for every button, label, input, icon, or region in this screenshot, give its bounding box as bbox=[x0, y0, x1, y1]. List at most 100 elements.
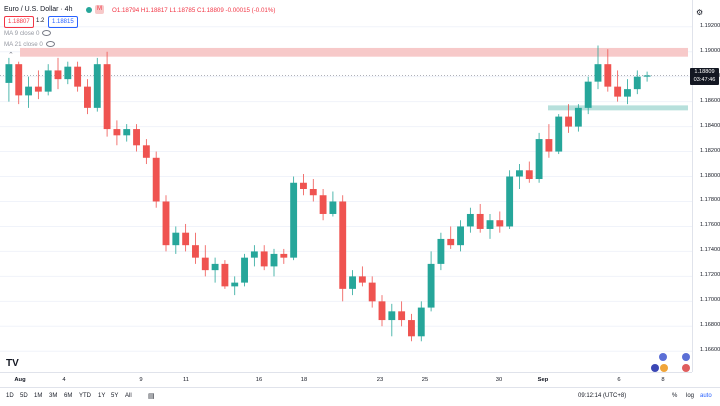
time-tick-label: Sep bbox=[537, 377, 549, 383]
timeframe-button-all[interactable]: All bbox=[125, 393, 132, 399]
candle bbox=[525, 161, 533, 183]
eye-icon[interactable] bbox=[45, 41, 55, 48]
candle bbox=[162, 195, 170, 252]
time-tick-label: 18 bbox=[300, 377, 308, 383]
timeframe-button-1d[interactable]: 1D bbox=[6, 393, 14, 399]
candle bbox=[545, 124, 553, 158]
candle-body bbox=[280, 253, 288, 258]
candle bbox=[516, 164, 523, 189]
candle bbox=[260, 245, 268, 271]
candle bbox=[5, 57, 13, 102]
candle-body bbox=[506, 176, 514, 227]
candle bbox=[643, 71, 651, 82]
event-flag-icon[interactable] bbox=[659, 353, 667, 361]
candle bbox=[417, 301, 425, 342]
last-price-label: 1.18809 03:47:46 bbox=[690, 68, 719, 85]
candle bbox=[624, 79, 631, 105]
candle-body bbox=[427, 263, 435, 308]
timeframe-button-1y[interactable]: 1Y bbox=[98, 393, 106, 399]
candle bbox=[457, 220, 464, 252]
clock[interactable]: 09:12:14 (UTC+8) bbox=[578, 393, 627, 399]
candle bbox=[211, 257, 219, 283]
time-tick-label: 11 bbox=[182, 377, 190, 383]
market-status-dot bbox=[86, 7, 92, 13]
candle-body bbox=[516, 170, 523, 177]
candle-body bbox=[290, 182, 298, 258]
candle-body bbox=[15, 64, 23, 96]
candle bbox=[319, 189, 327, 221]
price-tick-label: 1.17000 bbox=[700, 297, 720, 304]
log-toggle[interactable]: log bbox=[686, 393, 695, 399]
event-flag-icon[interactable] bbox=[660, 364, 668, 372]
candle-body bbox=[172, 232, 180, 246]
session-badge[interactable]: M bbox=[95, 5, 104, 14]
candle bbox=[574, 104, 582, 132]
candle bbox=[34, 70, 42, 100]
price-tick-label: 1.18600 bbox=[700, 97, 720, 104]
auto-toggle[interactable]: auto bbox=[700, 393, 712, 399]
candle bbox=[594, 45, 602, 90]
timeframe-button-1m[interactable]: 1M bbox=[34, 393, 43, 399]
timeframe-button-5d[interactable]: 5D bbox=[20, 393, 28, 399]
candle bbox=[378, 295, 386, 327]
timeframe-button-3m[interactable]: 3M bbox=[49, 393, 58, 399]
candle-body bbox=[574, 107, 582, 127]
candle-body bbox=[604, 64, 612, 87]
candle-body bbox=[44, 70, 52, 92]
candle-body bbox=[545, 139, 553, 152]
candle-body bbox=[535, 139, 543, 180]
candle bbox=[408, 313, 415, 342]
time-tick-label: 4 bbox=[62, 377, 66, 383]
candle-body bbox=[643, 75, 651, 77]
candle bbox=[368, 276, 376, 308]
candle-body bbox=[192, 245, 199, 258]
settings-gear-icon[interactable]: ⚙ bbox=[696, 8, 704, 17]
candle bbox=[142, 139, 150, 165]
candle bbox=[192, 232, 199, 264]
event-flag-icon[interactable] bbox=[682, 353, 690, 361]
time-tick-label: 25 bbox=[421, 377, 429, 383]
candle-body bbox=[300, 182, 307, 189]
candle-body bbox=[221, 263, 229, 287]
candle bbox=[221, 260, 229, 289]
timeframe-button-5y[interactable]: 5Y bbox=[111, 393, 119, 399]
candle bbox=[84, 79, 91, 115]
indicator-ma9[interactable]: MA 9 close 0 bbox=[4, 30, 52, 37]
price-chart[interactable] bbox=[0, 0, 692, 372]
price-tick-label: 1.17600 bbox=[700, 222, 720, 229]
candle bbox=[15, 61, 23, 105]
bottom-toolbar bbox=[0, 387, 720, 406]
sell-button[interactable]: 1.18807 bbox=[4, 16, 34, 28]
time-tick-label: 23 bbox=[376, 377, 384, 383]
price-tick-label: 1.19000 bbox=[700, 47, 720, 54]
timeframe-button-ytd[interactable]: YTD bbox=[79, 393, 91, 399]
candle bbox=[309, 179, 317, 202]
buy-button[interactable]: 1.18815 bbox=[48, 16, 78, 28]
candle bbox=[74, 61, 82, 92]
event-flag-icon[interactable] bbox=[651, 364, 659, 372]
countdown-timer: 03:47:46 bbox=[693, 77, 716, 83]
candle bbox=[44, 64, 52, 96]
candle bbox=[614, 70, 622, 102]
candle bbox=[133, 124, 140, 152]
candle bbox=[398, 301, 406, 327]
percent-toggle[interactable]: % bbox=[672, 393, 678, 399]
candle-body bbox=[417, 307, 425, 337]
price-tick-label: 1.17800 bbox=[700, 197, 720, 204]
candle-body bbox=[594, 64, 602, 82]
candle-body bbox=[123, 129, 131, 136]
timeframe-button-6m[interactable]: 6M bbox=[64, 393, 73, 399]
candle bbox=[584, 76, 592, 115]
collapse-chevron-icon[interactable]: ⌃ bbox=[8, 52, 14, 59]
tradingview-logo-icon[interactable]: TV bbox=[6, 358, 19, 369]
event-flag-icon[interactable] bbox=[682, 364, 690, 372]
candle bbox=[182, 223, 190, 252]
symbol-title[interactable]: Euro / U.S. Dollar · 4h bbox=[4, 6, 73, 13]
last-price-value: 1.18809 bbox=[694, 69, 715, 75]
time-tick-label: 6 bbox=[617, 377, 621, 383]
date-range-icon[interactable]: ▤ bbox=[148, 393, 155, 400]
indicator-ma21[interactable]: MA 21 close 0 bbox=[4, 41, 55, 48]
eye-icon[interactable] bbox=[42, 30, 52, 37]
price-tick-label: 1.18000 bbox=[700, 172, 720, 179]
